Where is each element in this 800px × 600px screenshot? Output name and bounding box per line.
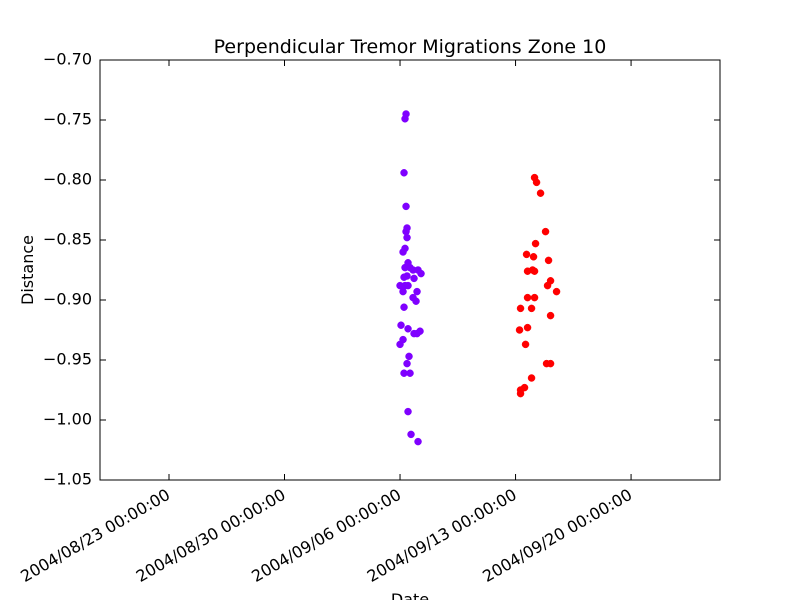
- y-tick-label: −0.85: [43, 230, 92, 249]
- point: [405, 352, 413, 361]
- plot-frame: [99, 59, 721, 481]
- point: [397, 321, 405, 329]
- y-tick-label: −0.75: [43, 110, 92, 129]
- point: [529, 253, 538, 261]
- point: [412, 297, 420, 305]
- point: [399, 287, 407, 296]
- y-tick-label: −0.95: [43, 350, 92, 369]
- point: [530, 293, 539, 302]
- point: [407, 430, 415, 439]
- point: [404, 325, 412, 333]
- point: [516, 389, 525, 398]
- point: [543, 281, 552, 290]
- point: [536, 189, 545, 197]
- point: [402, 202, 410, 211]
- x-axis-label: Date: [391, 590, 429, 600]
- point: [404, 407, 412, 416]
- point: [406, 369, 414, 377]
- point: [521, 340, 530, 349]
- point: [396, 340, 404, 349]
- point: [413, 329, 421, 338]
- point: [404, 281, 412, 290]
- y-tick-label: −0.70: [43, 50, 92, 69]
- point: [403, 359, 411, 368]
- point: [515, 326, 524, 334]
- y-tick-label: −0.80: [43, 170, 92, 189]
- point: [531, 239, 540, 248]
- y-tick-label: −1.05: [43, 470, 92, 489]
- point: [399, 248, 407, 256]
- y-tick-label: −0.90: [43, 290, 92, 309]
- point: [400, 169, 408, 177]
- point: [401, 115, 409, 123]
- y-tick-label: −1.00: [43, 410, 92, 429]
- point: [546, 359, 555, 368]
- point: [522, 250, 531, 259]
- point: [527, 374, 536, 382]
- point: [413, 287, 421, 296]
- point: [546, 311, 555, 320]
- point: [523, 323, 532, 332]
- point: [403, 233, 411, 242]
- point: [532, 178, 541, 187]
- point: [530, 267, 539, 275]
- point: [523, 293, 532, 302]
- point: [527, 304, 536, 313]
- point: [400, 303, 408, 311]
- point: [417, 269, 425, 278]
- point: [552, 287, 561, 296]
- y-axis-label: Distance: [18, 235, 37, 305]
- point: [516, 304, 525, 313]
- point: [544, 256, 553, 265]
- point: [400, 273, 408, 281]
- point: [541, 227, 550, 236]
- point: [414, 437, 422, 446]
- point: [410, 274, 418, 283]
- chart-title: Perpendicular Tremor Migrations Zone 10: [214, 36, 607, 58]
